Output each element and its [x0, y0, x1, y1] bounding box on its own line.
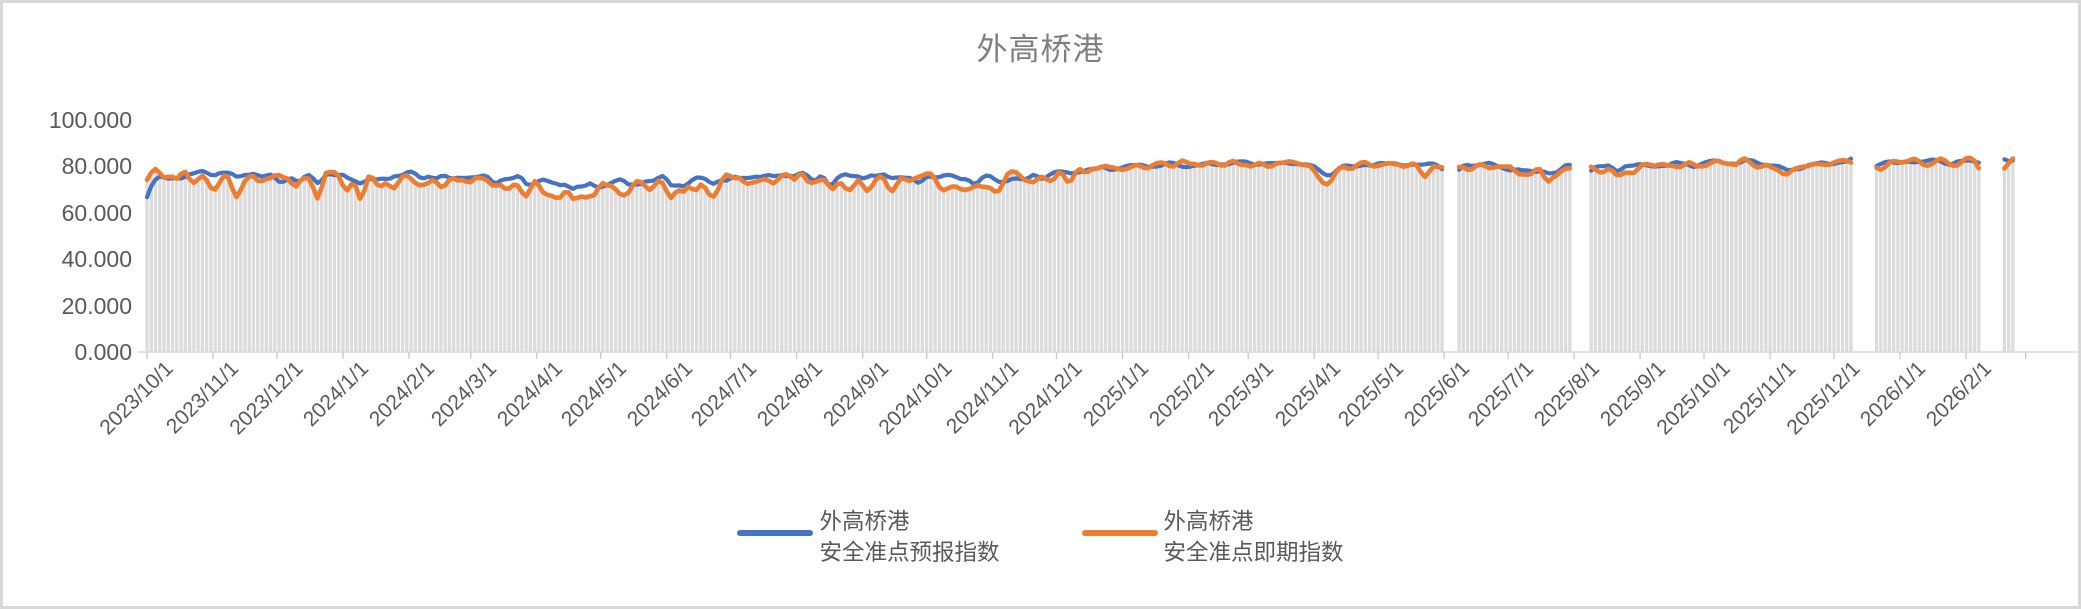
- legend-item-spot[interactable]: 外高桥港 安全准点即期指数: [1081, 506, 1344, 568]
- legend-line-swatch-forecast: [737, 530, 814, 536]
- legend-item-forecast[interactable]: 外高桥港 安全准点预报指数: [737, 506, 1000, 568]
- y-axis-tick-label: 60.000: [61, 199, 132, 226]
- y-axis-tick-label: 0.000: [74, 339, 132, 365]
- y-axis-tick-label: 100.000: [48, 107, 132, 133]
- legend-label-forecast: 外高桥港 安全准点预报指数: [819, 509, 1000, 565]
- background-bars-layer: [145, 157, 2015, 352]
- legend-line-swatch-spot: [1081, 530, 1158, 536]
- y-axis-tick-label: 80.000: [61, 153, 132, 180]
- legend-label-spot: 外高桥港 安全准点即期指数: [1163, 509, 1344, 565]
- chart-title: 外高桥港: [976, 32, 1105, 67]
- legend: 外高桥港 安全准点预报指数 外高桥港 安全准点即期指数: [0, 506, 2081, 568]
- y-axis-tick-label: 40.000: [61, 246, 132, 273]
- y-axis-tick-label: 20.000: [61, 292, 132, 319]
- spot-line-series: [144, 155, 2016, 202]
- x-axis-line-and-ticks: [138, 351, 2078, 359]
